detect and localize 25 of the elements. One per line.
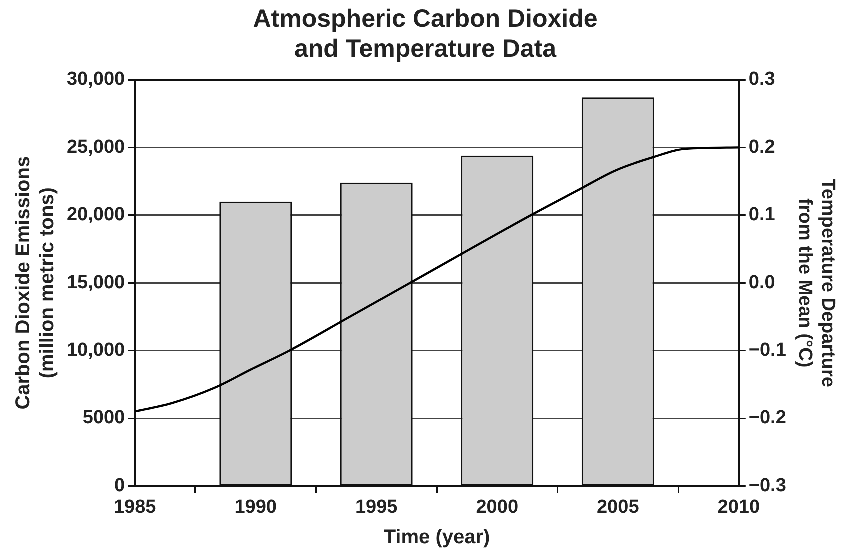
y2-tick-label: 0.2 [748, 136, 776, 158]
x-tick-label: 1985 [114, 496, 157, 518]
y2-tick-label: −0.2 [748, 408, 786, 429]
x-tick-label: 1990 [234, 496, 278, 518]
y-tick-label: 20,000 [66, 204, 126, 226]
y-tick-label: 0 [114, 475, 126, 496]
x-tick-label: 2005 [596, 496, 640, 518]
y-tick-label: 15,000 [66, 272, 126, 294]
y2-tick-label: −0.3 [748, 475, 786, 496]
x-tick-label: 1995 [355, 496, 398, 518]
y-tick-label: 10,000 [66, 340, 126, 362]
x-axis-title: Time (year) [384, 526, 490, 549]
line-series [135, 146, 739, 413]
y2-tick-label: 0.0 [748, 272, 776, 294]
y-tick-label: 30,000 [66, 69, 126, 90]
y2-tick-label: 0.1 [748, 204, 776, 226]
y2-tick-label: 0.3 [748, 69, 776, 90]
y-tick-label: 25,000 [66, 136, 126, 158]
chart-title: Atmospheric Carbon Dioxide and Temperature Data [252, 4, 599, 64]
x-tick-label: 2000 [476, 496, 519, 518]
x-tick-label: 2010 [718, 496, 760, 518]
y2-axis-title: Temperature Departure from the Mean (°C) [794, 178, 838, 388]
y-tick-label: 5000 [82, 408, 126, 429]
y2-tick-label: −0.1 [748, 340, 787, 362]
y-axis-title: Carbon Dioxide Emissions (million metric tons) [12, 156, 59, 410]
